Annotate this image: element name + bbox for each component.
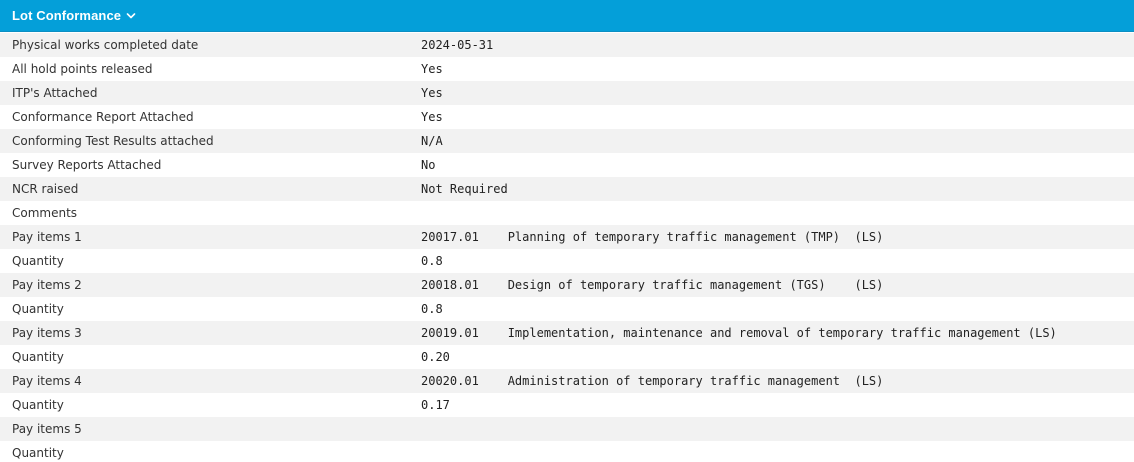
panel-title: Lot Conformance <box>12 8 122 23</box>
field-value: 20020.01 Administration of temporary tra… <box>421 374 884 388</box>
field-value: Not Required <box>421 182 508 196</box>
field-label: All hold points released <box>12 62 153 76</box>
field-row-ncr-raised: NCR raised Not Required <box>0 177 1134 201</box>
field-row-pay-item-5: Pay items 5 <box>0 417 1134 441</box>
panel-header-toggle[interactable]: Lot Conformance <box>0 0 1134 32</box>
field-label: NCR raised <box>12 182 79 196</box>
field-value: 20018.01 Design of temporary traffic man… <box>421 278 884 292</box>
field-row-pay-item-3: Pay items 3 20019.01 Implementation, mai… <box>0 321 1134 345</box>
field-row-quantity-5: Quantity <box>0 441 1134 462</box>
field-value: 0.17 <box>421 398 450 412</box>
field-label: Conformance Report Attached <box>12 110 194 124</box>
field-value: Yes <box>421 86 443 100</box>
field-label: Quantity <box>12 254 64 268</box>
field-row-quantity-4: Quantity 0.17 <box>0 393 1134 417</box>
field-label: Quantity <box>12 302 64 316</box>
field-row-pay-item-1: Pay items 1 20017.01 Planning of tempora… <box>0 225 1134 249</box>
field-row-test-results: Conforming Test Results attached N/A <box>0 129 1134 153</box>
field-row-pay-item-2: Pay items 2 20018.01 Design of temporary… <box>0 273 1134 297</box>
field-row-survey-reports: Survey Reports Attached No <box>0 153 1134 177</box>
field-value: 0.20 <box>421 350 450 364</box>
field-row-comments: Comments <box>0 201 1134 225</box>
field-label: Comments <box>12 206 78 220</box>
field-value: Yes <box>421 110 443 124</box>
field-value: 20017.01 Planning of temporary traffic m… <box>421 230 884 244</box>
field-value: N/A <box>421 134 443 148</box>
field-value: 2024-05-31 <box>421 38 494 52</box>
field-label: Quantity <box>12 446 64 460</box>
field-label: Quantity <box>12 350 64 364</box>
field-label: ITP's Attached <box>12 86 98 100</box>
field-row-conformance-report: Conformance Report Attached Yes <box>0 105 1134 129</box>
field-label: Quantity <box>12 398 64 412</box>
field-row-quantity-1: Quantity 0.8 <box>0 249 1134 273</box>
field-label: Pay items 1 <box>12 230 82 244</box>
field-value: 20019.01 Implementation, maintenance and… <box>421 326 1057 340</box>
field-label: Pay items 2 <box>12 278 82 292</box>
field-label: Pay items 3 <box>12 326 82 340</box>
field-value: 0.8 <box>421 302 443 316</box>
field-row-hold-points: All hold points released Yes <box>0 57 1134 81</box>
field-value: No <box>421 158 436 172</box>
field-label: Physical works completed date <box>12 38 199 52</box>
field-row-pay-item-4: Pay items 4 20020.01 Administration of t… <box>0 369 1134 393</box>
field-label: Conforming Test Results attached <box>12 134 214 148</box>
field-list: Physical works completed date 2024-05-31… <box>0 33 1134 462</box>
field-label: Survey Reports Attached <box>12 158 162 172</box>
field-label: Pay items 4 <box>12 374 82 388</box>
field-label: Pay items 5 <box>12 422 82 436</box>
field-value: Yes <box>421 62 443 76</box>
field-value: 0.8 <box>421 254 443 268</box>
field-row-quantity-2: Quantity 0.8 <box>0 297 1134 321</box>
chevron-down-icon <box>126 11 136 21</box>
field-row-quantity-3: Quantity 0.20 <box>0 345 1134 369</box>
field-row-physical-works-date: Physical works completed date 2024-05-31 <box>0 33 1134 57</box>
field-row-itp-attached: ITP's Attached Yes <box>0 81 1134 105</box>
